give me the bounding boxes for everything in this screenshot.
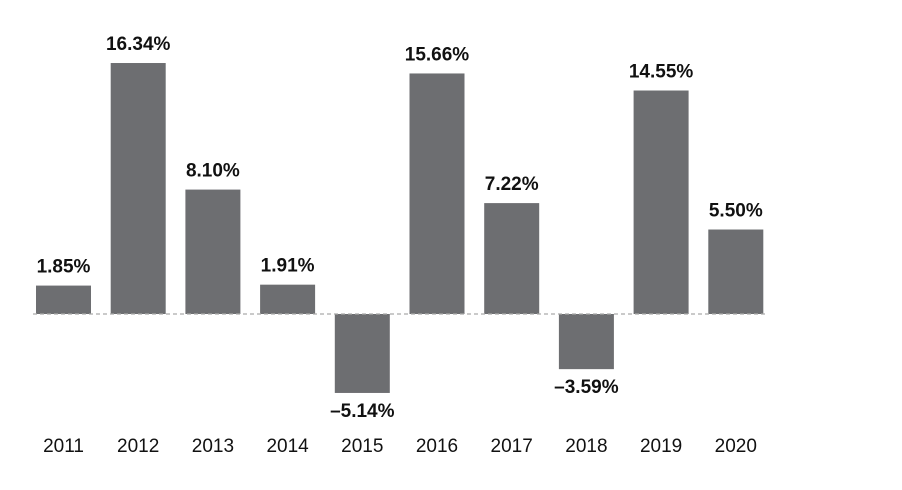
value-label: 5.50% [709,201,763,222]
bar [484,203,540,314]
x-tick-label: 2014 [266,436,309,457]
bar [633,90,689,315]
bar [185,189,241,314]
value-label: 1.85% [37,257,91,278]
value-label: 16.34% [106,34,171,55]
value-label: 8.10% [186,161,240,182]
value-label: 7.22% [485,174,539,195]
bar [334,314,390,393]
value-label: –3.59% [554,377,619,398]
x-tick-label: 2017 [491,436,533,457]
x-tick-label: 2012 [117,436,159,457]
bar [110,63,166,314]
x-tick-label: 2019 [640,436,682,457]
x-tick-label: 2016 [416,436,458,457]
bar [36,285,91,314]
bar [558,314,614,370]
x-tick-label: 2013 [192,436,234,457]
x-tick-label: 2011 [43,436,84,457]
bar [260,284,316,314]
bar [409,73,465,314]
x-tick-label: 2015 [341,436,383,457]
value-label: 15.66% [405,44,470,65]
value-label: 14.55% [629,62,694,83]
value-label: 1.91% [261,256,315,277]
x-tick-label: 2018 [565,436,607,457]
x-tick-label: 2020 [715,436,757,457]
value-label: –5.14% [330,401,395,422]
bar [708,229,764,314]
